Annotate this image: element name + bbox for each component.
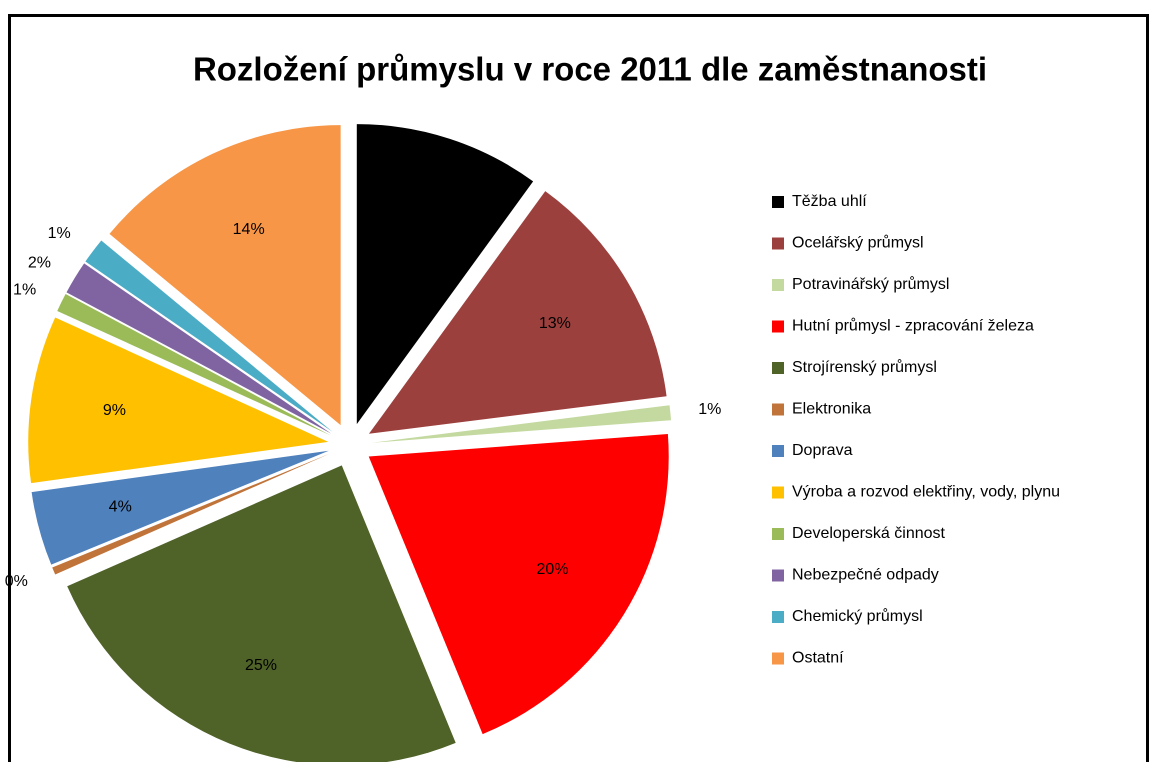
pie-slice	[57, 294, 331, 436]
chart-title: Rozložení průmyslu v roce 2011 dle zaměs…	[193, 51, 987, 88]
legend-swatch	[772, 486, 784, 499]
pie-slice	[66, 263, 332, 434]
pie-slice	[85, 240, 333, 432]
pie-slice	[368, 191, 667, 434]
legend-swatch	[772, 279, 784, 291]
legend-swatch	[772, 237, 784, 250]
data-label: 14%	[233, 221, 265, 238]
legend-swatch	[772, 403, 784, 416]
legend-swatch	[772, 611, 784, 623]
legend-swatch	[772, 652, 784, 665]
legend-swatch	[772, 569, 784, 582]
data-label: 20%	[537, 561, 569, 578]
legend-label: Chemický průmysl	[792, 607, 923, 625]
legend-label: Developerská činnost	[792, 525, 946, 542]
pie-slice	[28, 317, 329, 484]
data-label: 9%	[103, 402, 126, 419]
data-label: 1%	[13, 281, 36, 298]
legend-swatch	[772, 196, 784, 208]
legend-label: Těžba uhlí	[792, 193, 867, 210]
pie-slice	[371, 405, 672, 443]
data-label: 25%	[245, 657, 277, 674]
data-label: 10%	[408, 210, 440, 227]
legend-label: Výroba a rozvod elektřiny, vody, plynu	[792, 484, 1060, 501]
legend-swatch	[772, 362, 784, 374]
legend-label: Ocelářský průmysl	[792, 234, 924, 252]
pie-slice	[356, 124, 534, 425]
pie-slice	[31, 450, 329, 565]
data-label: 1%	[48, 225, 71, 242]
legend-swatch	[772, 445, 784, 457]
data-label: 1%	[698, 401, 721, 418]
legend-label: Strojírenský průmysl	[792, 358, 937, 376]
legend-swatch	[772, 528, 784, 540]
legend-label: Potravinářský průmysl	[792, 275, 949, 293]
legend-label: Ostatní	[792, 650, 844, 667]
pie-slice	[368, 433, 669, 735]
data-label: 2%	[28, 254, 51, 271]
data-label: 0%	[5, 573, 28, 590]
pie-slice	[52, 453, 330, 575]
legend-label: Nebezpečné odpady	[792, 567, 939, 584]
data-label: 13%	[539, 315, 571, 332]
legend-label: Doprava	[792, 442, 853, 459]
legend-swatch	[772, 320, 784, 333]
pie-slice	[109, 125, 341, 426]
pie-slice	[67, 465, 456, 762]
legend-label: Hutní průmysl - zpracování železa	[792, 317, 1034, 335]
data-label: 4%	[109, 498, 132, 515]
legend-label: Elektronika	[792, 401, 871, 418]
